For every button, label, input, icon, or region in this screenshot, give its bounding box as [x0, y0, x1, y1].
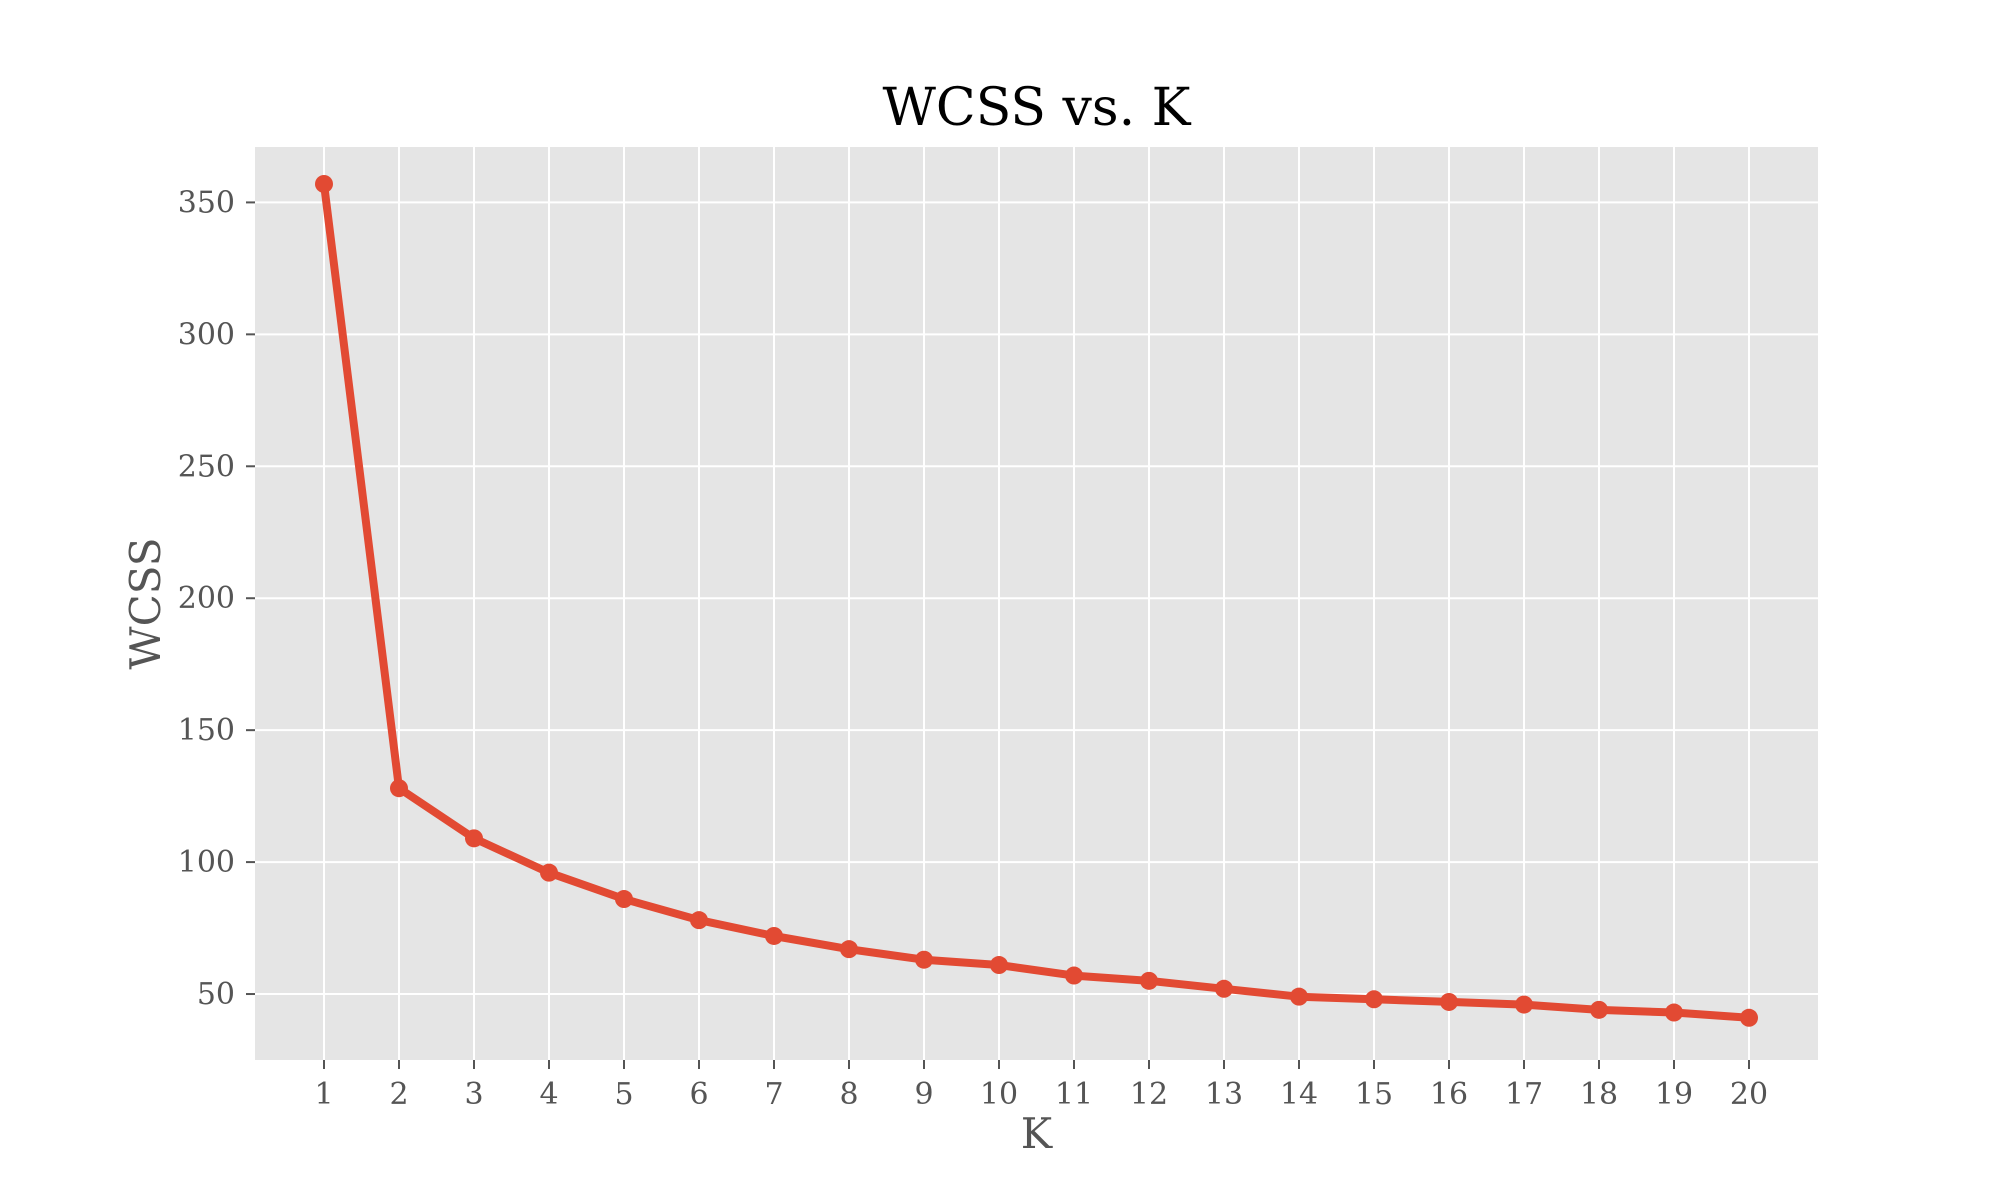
- data-point: [315, 174, 333, 193]
- x-tick-label: 12: [1130, 1077, 1168, 1112]
- x-tick-label: 9: [914, 1077, 933, 1112]
- data-point: [690, 911, 708, 930]
- series-layer: [315, 174, 1758, 1027]
- data-point: [1140, 971, 1158, 990]
- data-point: [1740, 1008, 1758, 1027]
- y-tick-label: 50: [197, 977, 235, 1012]
- y-tick-label: 200: [178, 581, 235, 616]
- x-tick-label: 15: [1355, 1077, 1393, 1112]
- chart-title: WCSS vs. K: [882, 78, 1191, 138]
- data-point: [1290, 987, 1308, 1006]
- data-point: [1665, 1003, 1683, 1022]
- x-tick-label: 14: [1280, 1077, 1318, 1112]
- x-tick-label: 3: [464, 1077, 483, 1112]
- x-tick-label: 20: [1730, 1077, 1768, 1112]
- y-tick-label: 250: [178, 449, 235, 484]
- x-tick-label: 4: [539, 1077, 558, 1112]
- data-point: [1365, 990, 1383, 1009]
- series-line: [320, 179, 1753, 1022]
- x-tick-label: 10: [980, 1077, 1018, 1112]
- x-tick-label: 6: [689, 1077, 708, 1112]
- x-tick-label: 19: [1655, 1077, 1693, 1112]
- data-point: [1065, 966, 1083, 985]
- data-point: [1515, 995, 1533, 1014]
- x-tick-label: 8: [839, 1077, 858, 1112]
- data-point: [990, 956, 1008, 975]
- x-tick-label: 11: [1055, 1077, 1093, 1112]
- axis-ticks: 1 2 3 4 5 6 7 8 9 10 11 12 13 14 15 16 17 18 19 20501001502…: [178, 185, 1768, 1112]
- x-tick-label: 17: [1505, 1077, 1543, 1112]
- y-tick-label: 100: [178, 845, 235, 880]
- data-point: [1440, 992, 1458, 1011]
- x-tick-label: 1: [314, 1077, 333, 1112]
- data-point: [1590, 1000, 1608, 1019]
- y-tick-label: 350: [178, 185, 235, 220]
- x-tick-label: 18: [1580, 1077, 1618, 1112]
- data-point: [540, 863, 558, 882]
- x-tick-label: 16: [1430, 1077, 1468, 1112]
- data-point: [765, 926, 783, 945]
- data-point: [390, 779, 408, 798]
- x-tick-label: 2: [389, 1077, 408, 1112]
- data-point: [615, 890, 633, 909]
- x-tick-label: 7: [764, 1077, 783, 1112]
- data-point: [465, 829, 483, 848]
- x-tick-label: 5: [614, 1077, 633, 1112]
- data-point: [840, 940, 858, 959]
- y-tick-label: 150: [178, 713, 235, 748]
- x-axis-label: K: [1021, 1109, 1054, 1158]
- data-point: [1215, 979, 1233, 998]
- grid-lines: [255, 147, 1818, 1060]
- y-tick-label: 300: [178, 317, 235, 352]
- data-point: [915, 950, 933, 969]
- x-tick-label: 13: [1205, 1077, 1243, 1112]
- y-axis-label: WCSS: [121, 537, 170, 669]
- plot-area: [255, 147, 1818, 1060]
